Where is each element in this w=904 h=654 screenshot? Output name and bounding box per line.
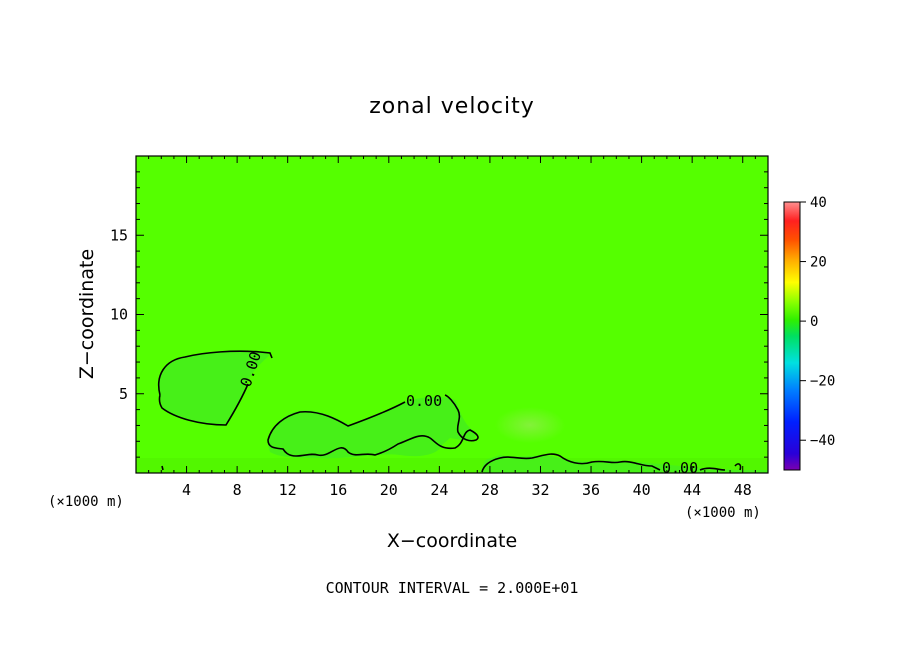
colorbar-tick-label: 20 xyxy=(810,255,827,271)
colorbar-ticks: −40 −20 0 20 40 xyxy=(800,195,835,449)
contour-label-surface: 0.00 xyxy=(662,459,698,477)
contour-tiny-right xyxy=(734,463,742,471)
y-tick-label: 10 xyxy=(110,306,128,324)
x-tick-label: 40 xyxy=(633,481,651,499)
colorbar-tick-label: −40 xyxy=(810,433,835,449)
colorbar-tick-label: −20 xyxy=(810,374,835,390)
x-tick-label: 44 xyxy=(683,481,701,499)
middle-lobe-fill xyxy=(268,396,476,459)
y-axis-label: Z−coordinate xyxy=(76,249,98,379)
x-tick-marks xyxy=(135,156,769,473)
contour-interval-note: CONTOUR INTERVAL = 2.000E+01 xyxy=(326,579,579,597)
surface-band-fill xyxy=(480,455,768,473)
x-tick-label: 16 xyxy=(329,481,347,499)
x-tick-label: 32 xyxy=(531,481,549,499)
colorbar-tick-label: 0 xyxy=(810,314,818,330)
contour-tiny-left xyxy=(161,465,164,471)
plot-area: 0.00 0.00 0.00 xyxy=(135,155,769,477)
contour-label-middle: 0.00 xyxy=(406,392,442,410)
colorbar-ramp xyxy=(783,201,801,471)
x-unit-left: (×1000 m) xyxy=(48,494,124,510)
y-tick-labels: 5 10 15 xyxy=(110,226,128,403)
x-tick-label: 28 xyxy=(481,481,499,499)
x-tick-label: 48 xyxy=(734,481,752,499)
y-tick-label: 5 xyxy=(119,385,128,403)
x-tick-label: 8 xyxy=(233,481,242,499)
contour-left-lobe xyxy=(158,350,273,426)
x-tick-label: 36 xyxy=(582,481,600,499)
warm-patch xyxy=(495,407,565,443)
y-tick-marks xyxy=(136,155,768,474)
left-lobe-fill xyxy=(158,351,270,425)
contour-lines xyxy=(158,350,742,473)
x-unit-right: (×1000 m) xyxy=(685,505,761,521)
x-tick-label: 20 xyxy=(380,481,398,499)
x-tick-labels: 4 8 12 16 20 24 28 32 36 40 44 48 xyxy=(182,481,752,499)
x-axis-label: X−coordinate xyxy=(387,530,517,552)
colorbar-tick-label: 40 xyxy=(810,195,827,211)
x-tick-label: 12 xyxy=(279,481,297,499)
x-tick-label: 4 xyxy=(182,481,191,499)
y-tick-label: 15 xyxy=(110,226,128,244)
contour-surface-band xyxy=(481,453,726,473)
contour-middle-lobe xyxy=(267,394,479,457)
colorbar: −40 −20 0 20 40 xyxy=(783,195,835,471)
x-tick-label: 24 xyxy=(430,481,448,499)
chart-title: zonal velocity xyxy=(369,94,535,119)
